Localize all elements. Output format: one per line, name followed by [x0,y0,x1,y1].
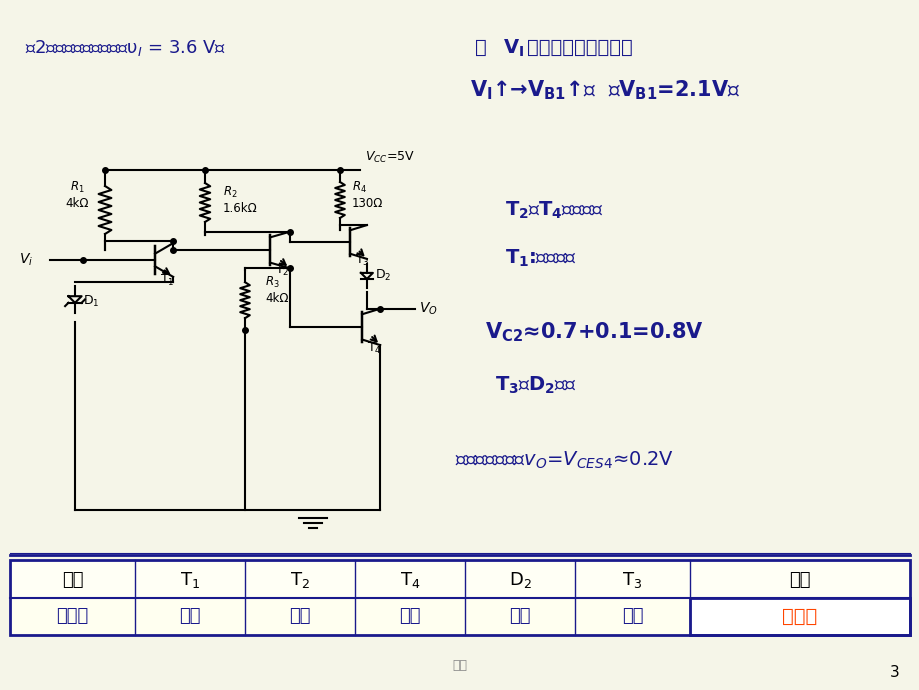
Text: 输出: 输出 [789,571,810,589]
Bar [10,598,909,635]
Text: T$_2$: T$_2$ [289,570,310,590]
Text: T$_3$: T$_3$ [622,570,641,590]
Text: 饱和: 饱和 [289,607,311,625]
Text: $\mathbf{T_2}$、$\mathbf{T_4}$饱和导通: $\mathbf{T_2}$、$\mathbf{T_4}$饱和导通 [505,200,603,221]
Text: D$_1$: D$_1$ [83,293,99,308]
Bar [689,598,909,635]
Bar [10,560,909,598]
Text: 截止: 截止 [621,607,642,625]
Text: $\mathbf{V_{C2}}$≈0.7+0.1=0.8V: $\mathbf{V_{C2}}$≈0.7+0.1=0.8V [484,320,703,344]
Text: 输入: 输入 [62,571,83,589]
Text: 3: 3 [890,665,899,680]
Bar [10,560,909,635]
Text: $V_i$: $V_i$ [18,252,33,268]
Text: T$_1$: T$_1$ [180,570,199,590]
Text: 饱和: 饱和 [399,607,420,625]
Text: 由低电平开始上升时: 由低电平开始上升时 [527,38,632,57]
Text: $\mathbf{V_I}$↑→$\mathbf{V_{B1}}$↑，  当$\mathbf{V_{B1}}$=2.1V时: $\mathbf{V_I}$↑→$\mathbf{V_{B1}}$↑， 当$\m… [470,78,740,101]
Text: 使输出为低电平$v_O$=$V_{CES4}$≈0.2V: 使输出为低电平$v_O$=$V_{CES4}$≈0.2V [455,450,673,471]
Text: 当: 当 [474,38,486,57]
Text: $R_3$
4kΩ: $R_3$ 4kΩ [265,275,289,305]
Text: T$_3$: T$_3$ [355,253,369,268]
Text: $V_O$: $V_O$ [418,301,437,317]
Text: 截止: 截止 [509,607,530,625]
Text: $R_1$
4kΩ: $R_1$ 4kΩ [65,180,88,210]
Text: T$_4$: T$_4$ [400,570,420,590]
Text: $V_{CC}$=5V: $V_{CC}$=5V [365,150,414,165]
Text: D$_2$: D$_2$ [375,268,391,284]
Text: $R_4$
130Ω: $R_4$ 130Ω [352,180,383,210]
Text: T$_1$: T$_1$ [160,273,175,288]
Text: T$_2$: T$_2$ [275,263,289,278]
Text: $\mathbf{T_1}$:倒置状态: $\mathbf{T_1}$:倒置状态 [505,248,576,269]
Text: T$_4$: T$_4$ [367,341,381,356]
Text: $\mathbf{V_I}$: $\mathbf{V_I}$ [503,38,524,59]
Text: （2）当输入为高电平（υ$_I$ = 3.6 V）: （2）当输入为高电平（υ$_I$ = 3.6 V） [25,38,226,58]
Text: $R_2$
1.6kΩ: $R_2$ 1.6kΩ [222,185,257,215]
Text: D$_2$: D$_2$ [508,570,531,590]
Text: 高电平: 高电平 [56,607,88,625]
Text: 倒置: 倒置 [179,607,200,625]
Text: 精选: 精选 [452,659,467,672]
Text: $\mathbf{T_3}$和$\mathbf{D_2}$截止: $\mathbf{T_3}$和$\mathbf{D_2}$截止 [494,375,576,396]
Text: 低电平: 低电平 [781,607,817,626]
